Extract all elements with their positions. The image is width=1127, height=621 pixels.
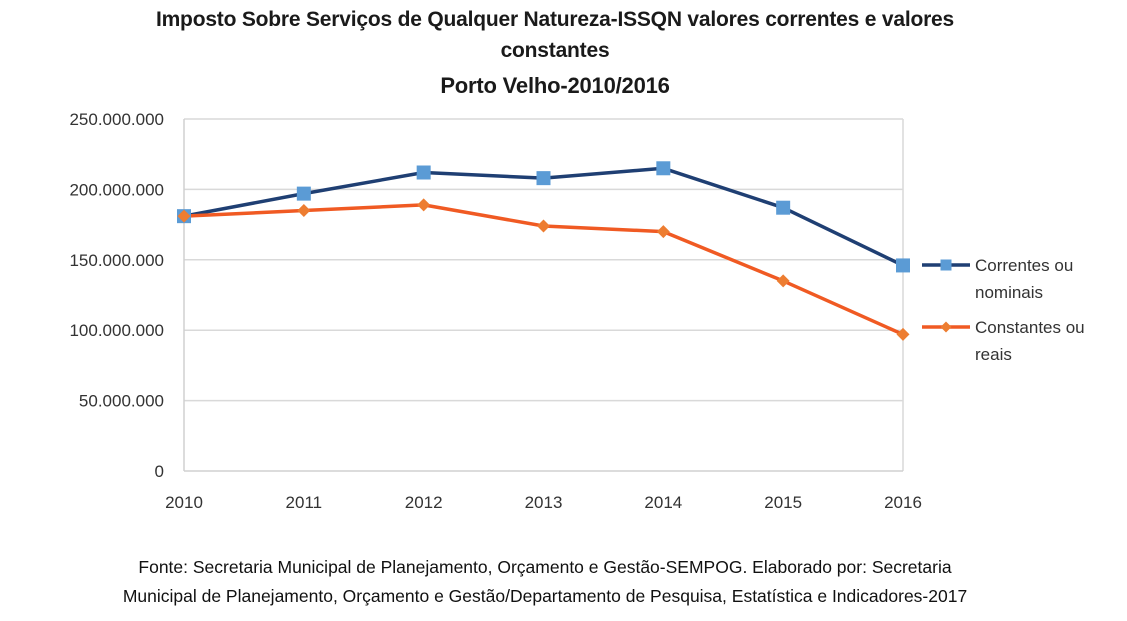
legend-marker-1 <box>940 321 952 333</box>
correntes-data-point <box>896 258 910 273</box>
x-tick-label: 2015 <box>764 493 802 512</box>
x-tick-label: 2010 <box>165 493 203 512</box>
y-tick-label: 150.000.000 <box>69 251 164 270</box>
series-group <box>177 161 910 341</box>
constantes-data-point <box>537 219 550 233</box>
x-tick-label: 2012 <box>405 493 443 512</box>
y-tick-label: 200.000.000 <box>69 180 164 199</box>
y-tick-label: 100.000.000 <box>69 321 164 340</box>
constantes-data-point <box>656 225 670 239</box>
legend-label: nominais <box>975 283 1043 302</box>
axes <box>183 119 904 472</box>
correntes-data-point <box>656 161 671 176</box>
gridlines <box>184 118 903 402</box>
chart-subtitle: Porto Velho-2010/2016 <box>440 73 670 98</box>
chart-title-line-1: Imposto Sobre Serviços de Qualquer Natur… <box>155 8 955 31</box>
y-tick-label: 0 <box>155 462 164 481</box>
x-tick-label: 2011 <box>286 493 323 512</box>
legend-label: reais <box>975 345 1012 364</box>
correntes-data-point <box>416 165 431 180</box>
correntes-data-point <box>536 171 551 186</box>
y-tick-label: 50.000.000 <box>79 392 164 411</box>
x-tick-label: 2013 <box>525 493 563 512</box>
legend-marker-0 <box>940 259 952 271</box>
chart-title-line-2: constantes <box>500 39 610 62</box>
x-axis-ticks: 2010 2011 2012 2013 2014 2015 2016 <box>165 493 922 512</box>
correntes-data-point <box>776 200 791 215</box>
constantes-data-point <box>417 198 431 212</box>
constantes-data-point <box>896 327 910 341</box>
legend-label: Correntes ou <box>975 256 1073 275</box>
legend-label: Constantes ou <box>975 318 1085 337</box>
line-chart: 0 50.000.000 100.000.000 150.000.000 200.000… <box>69 110 1085 512</box>
source-caption-line-1: Fonte: Secretaria Municipal de Planejame… <box>138 557 952 577</box>
legend: Correntes ou nominais Constantes ou reais <box>922 256 1085 364</box>
y-axis-ticks: 0 50.000.000 100.000.000 150.000.000 200.000… <box>69 110 164 481</box>
source-caption-line-2: Municipal de Planejamento, Orçamento e G… <box>122 586 968 606</box>
correntes-data-point <box>296 186 311 201</box>
x-tick-label: 2016 <box>884 493 922 512</box>
constantes-data-point <box>297 204 311 218</box>
constantes-data-point <box>776 274 790 288</box>
x-tick-label: 2014 <box>644 493 682 512</box>
constantes-data-point <box>177 209 191 223</box>
y-tick-label: 250.000.000 <box>69 110 164 129</box>
